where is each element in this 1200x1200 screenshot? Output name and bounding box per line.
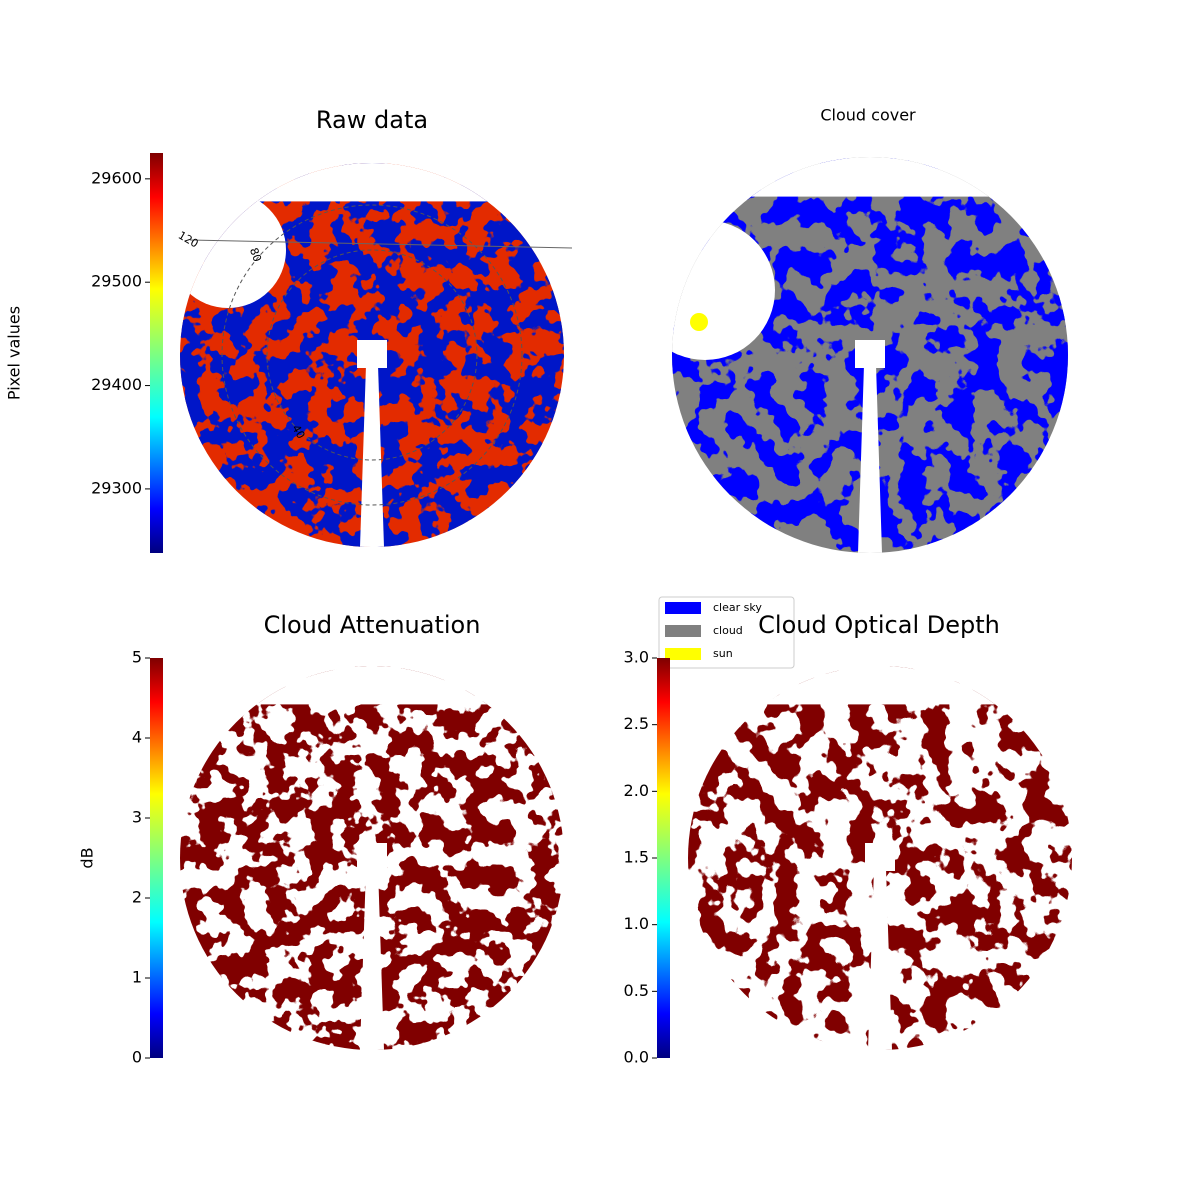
sun-marker [690, 313, 708, 331]
image-top-cut [180, 666, 564, 705]
colorbar [657, 658, 670, 1058]
shadow-band [360, 365, 384, 547]
colorbar-tick-label: 0.5 [624, 981, 649, 1000]
colorbar-tick-label: 1.0 [624, 914, 649, 933]
polar-ring [266, 249, 478, 461]
legend-swatch [665, 648, 701, 660]
colorbar-tick-label: 29300 [91, 478, 142, 497]
image-top-cut [688, 666, 1072, 705]
image-notch [180, 192, 286, 308]
panel-title: Cloud cover [820, 106, 916, 125]
colorbar-label: dB [78, 847, 97, 868]
colorbar-tick-label: 3 [132, 808, 142, 827]
colorbar-tick-label: 1.5 [624, 848, 649, 867]
colorbar-label: Pixel values [5, 306, 24, 400]
colorbar [150, 658, 163, 1058]
panel: 120 80 40 29300 29400 29500 29600 Pixel values [5, 153, 573, 553]
colorbar-tick-label: 2.5 [624, 714, 649, 733]
panel: 0 1 2 3 4 5 dB [78, 648, 564, 1067]
colorbar-tick-label: 4 [132, 728, 142, 747]
colorbar-tick-label: 3.0 [624, 648, 649, 667]
colorbar-tick-label: 29500 [91, 272, 142, 291]
shadow-band [360, 868, 384, 1050]
image-top-cut [672, 157, 1068, 197]
panel-title: Raw data [316, 106, 428, 134]
polar-label: 120 [176, 229, 201, 251]
legend-swatch [665, 602, 701, 614]
panel: 0.0 0.5 1.0 1.5 2.0 2.5 3.0 [624, 648, 1072, 1067]
center-block [855, 340, 885, 368]
sky-image [672, 157, 1068, 553]
polar-label: 80 [247, 246, 264, 264]
colorbar [150, 153, 163, 553]
colorbar-tick-label: 2.0 [624, 781, 649, 800]
colorbar-tick-label: 2 [132, 888, 142, 907]
panel-title: Cloud Optical Depth [758, 611, 1000, 639]
legend-swatch [665, 625, 701, 637]
colorbar-tick-label: 29600 [91, 168, 142, 187]
center-block [357, 843, 387, 871]
panel-title: Cloud Attenuation [264, 611, 481, 639]
colorbar-tick-label: 29400 [91, 375, 142, 394]
polar-ring [221, 204, 523, 506]
legend-label: clear sky [713, 601, 762, 614]
shadow-band [858, 365, 882, 553]
shadow-band [868, 868, 892, 1050]
image-notch [672, 220, 775, 360]
center-block [357, 340, 387, 368]
polar-axis [189, 239, 573, 249]
colorbar-tick-label: 5 [132, 648, 142, 667]
polar-label: 40 [289, 422, 307, 441]
legend-label: sun [713, 647, 733, 660]
colorbar-tick-label: 0.0 [624, 1048, 649, 1067]
colorbar-tick-label: 1 [132, 968, 142, 987]
image-top-cut [180, 163, 564, 202]
legend-label: cloud [713, 624, 743, 637]
center-block [865, 843, 895, 871]
colorbar-tick-label: 0 [132, 1048, 142, 1067]
panel: clear sky cloud sun [658, 157, 1068, 669]
